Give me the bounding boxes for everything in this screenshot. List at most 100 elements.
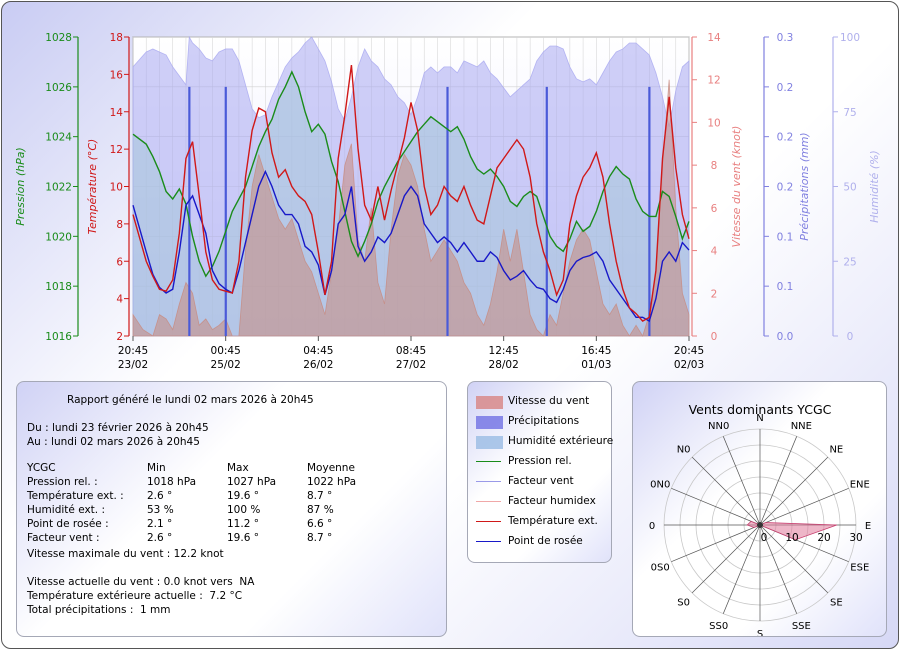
humidity-tick-label: 50 xyxy=(843,182,856,194)
report-current-temp: Température extérieure actuelle : 7.2 °C xyxy=(27,590,243,602)
legend-swatch xyxy=(476,396,503,409)
rose-direction-label: S0 xyxy=(677,597,690,608)
humidity-tick-label: 75 xyxy=(843,107,856,119)
rose-spoke xyxy=(691,524,761,594)
x-tick-time: 00:45 xyxy=(211,345,241,357)
stats-cell: 53 % xyxy=(147,504,174,516)
stats-cell: 6.6 ° xyxy=(307,518,333,530)
rose-spoke xyxy=(691,456,761,526)
rose-spoke xyxy=(759,436,798,526)
legend-label: Humidité extérieure xyxy=(508,435,614,447)
precip-tick-label: 0.2 xyxy=(777,82,794,94)
x-tick-time: 12:45 xyxy=(489,345,519,357)
stats-cell: 19.6 ° xyxy=(227,490,259,502)
precip-tick-label: 0.3 xyxy=(777,32,794,44)
rose-direction-label: NNE xyxy=(791,421,812,432)
legend-swatch xyxy=(476,521,501,522)
rose-direction-label: NN0 xyxy=(708,421,729,432)
stats-cell: 2.6 ° xyxy=(147,490,173,502)
x-tick-date: 27/02 xyxy=(396,359,426,371)
rose-direction-label: NE xyxy=(829,445,843,456)
report-from: Du : lundi 23 février 2026 à 20h45 xyxy=(27,422,209,434)
report-max-wind: Vitesse maximale du vent : 12.2 knot xyxy=(27,548,224,560)
pressure-tick-label: 1028 xyxy=(45,32,72,44)
x-tick-time: 04:45 xyxy=(303,345,333,357)
pressure-tick-label: 1022 xyxy=(45,182,72,194)
rose-ring-label: 10 xyxy=(785,532,798,544)
pressure-tick-label: 1020 xyxy=(45,231,72,243)
x-tick-time: 16:45 xyxy=(581,345,611,357)
x-tick-date: 23/02 xyxy=(118,359,148,371)
report-to: Au : lundi 02 mars 2026 à 20h45 xyxy=(27,436,200,448)
stats-cell: 8.7 ° xyxy=(307,532,333,544)
humidity-tick-label: 25 xyxy=(843,256,856,268)
pressure-axis-title: Pression (hPa) xyxy=(14,147,27,226)
rose-direction-label: N0 xyxy=(677,445,691,456)
temperature-tick-label: 4 xyxy=(116,294,123,306)
x-tick-date: 25/02 xyxy=(211,359,241,371)
legend-swatch xyxy=(476,416,503,429)
rose-spoke xyxy=(671,487,761,526)
stats-cell: 1018 hPa xyxy=(147,476,197,488)
precip-bar xyxy=(224,86,227,336)
rose-spoke xyxy=(759,524,829,594)
legend-panel: Vitesse du vent Précipitations Humidité ex… xyxy=(467,381,614,563)
report-generated: Rapport généré le lundi 02 mars 2026 à 2… xyxy=(67,394,314,406)
rose-ring-label: 0 xyxy=(761,532,768,544)
report-panel: Rapport généré le lundi 02 mars 2026 à 2… xyxy=(16,381,447,637)
stats-cell: 87 % xyxy=(307,504,334,516)
precip-bar xyxy=(648,86,651,336)
wind-tick-label: 6 xyxy=(711,203,718,215)
rose-spoke xyxy=(759,456,829,526)
wind-tick-label: 0 xyxy=(711,331,718,343)
rose-direction-label: 0N0 xyxy=(650,480,670,491)
legend-label: Pression rel. xyxy=(508,455,572,467)
temperature-line xyxy=(132,64,690,322)
legend-label: Vitesse du vent xyxy=(508,395,590,407)
stats-cell: Pression rel. : xyxy=(27,476,98,488)
wind-tick-label: 12 xyxy=(707,75,720,87)
pressure-line xyxy=(132,70,690,278)
rose-direction-label: E xyxy=(865,521,871,532)
rose-center xyxy=(757,522,763,528)
x-tick-time: 08:45 xyxy=(396,345,426,357)
wind-tick-label: 10 xyxy=(707,117,720,129)
precip-tick-label: 0.2 xyxy=(777,132,794,144)
wind-tick-label: 2 xyxy=(711,288,718,300)
stats-cell: Humidité ext. : xyxy=(27,504,106,516)
stats-header-cell: YCGC xyxy=(27,462,56,474)
x-tick-time: 20:45 xyxy=(674,345,704,357)
precip-tick-label: 0.1 xyxy=(777,231,794,243)
x-tick-date: 02/03 xyxy=(674,359,704,371)
rose-spoke xyxy=(722,524,761,614)
stats-header-cell: Moyenne xyxy=(307,462,355,474)
temperature-tick-label: 10 xyxy=(110,182,123,194)
temperature-tick-label: 14 xyxy=(110,107,124,119)
rose-direction-label: S xyxy=(757,629,763,636)
rose-spoke xyxy=(671,524,761,563)
stats-header-cell: Min xyxy=(147,462,166,474)
precip-tick-label: 0.1 xyxy=(777,281,794,293)
pressure-tick-label: 1024 xyxy=(45,132,72,144)
rose-direction-label: SE xyxy=(830,597,843,608)
rose-ring-label: 30 xyxy=(849,532,862,544)
rose-direction-label: 0 xyxy=(649,521,655,532)
stats-cell: 19.6 ° xyxy=(227,532,259,544)
report-current-wind: Vitesse actuelle du vent : 0.0 knot vers… xyxy=(27,576,255,588)
legend-swatch xyxy=(476,541,501,542)
wind-tick-label: 14 xyxy=(707,32,721,44)
stats-cell: 1022 hPa xyxy=(307,476,357,488)
pressure-tick-label: 1026 xyxy=(45,82,72,94)
humidity-axis-title: Humidité (%) xyxy=(868,150,881,223)
legend-swatch xyxy=(476,436,503,449)
x-tick-time: 20:45 xyxy=(118,345,148,357)
stats-cell: 11.2 ° xyxy=(227,518,259,530)
precip-tick-label: 0.0 xyxy=(777,331,794,343)
rose-direction-label: N xyxy=(756,413,763,424)
legend-label: Précipitations xyxy=(508,415,580,427)
x-tick-date: 28/02 xyxy=(489,359,519,371)
rose-direction-label: SSE xyxy=(792,621,811,632)
legend-label: Température ext. xyxy=(508,515,598,527)
stats-cell: 100 % xyxy=(227,504,261,516)
